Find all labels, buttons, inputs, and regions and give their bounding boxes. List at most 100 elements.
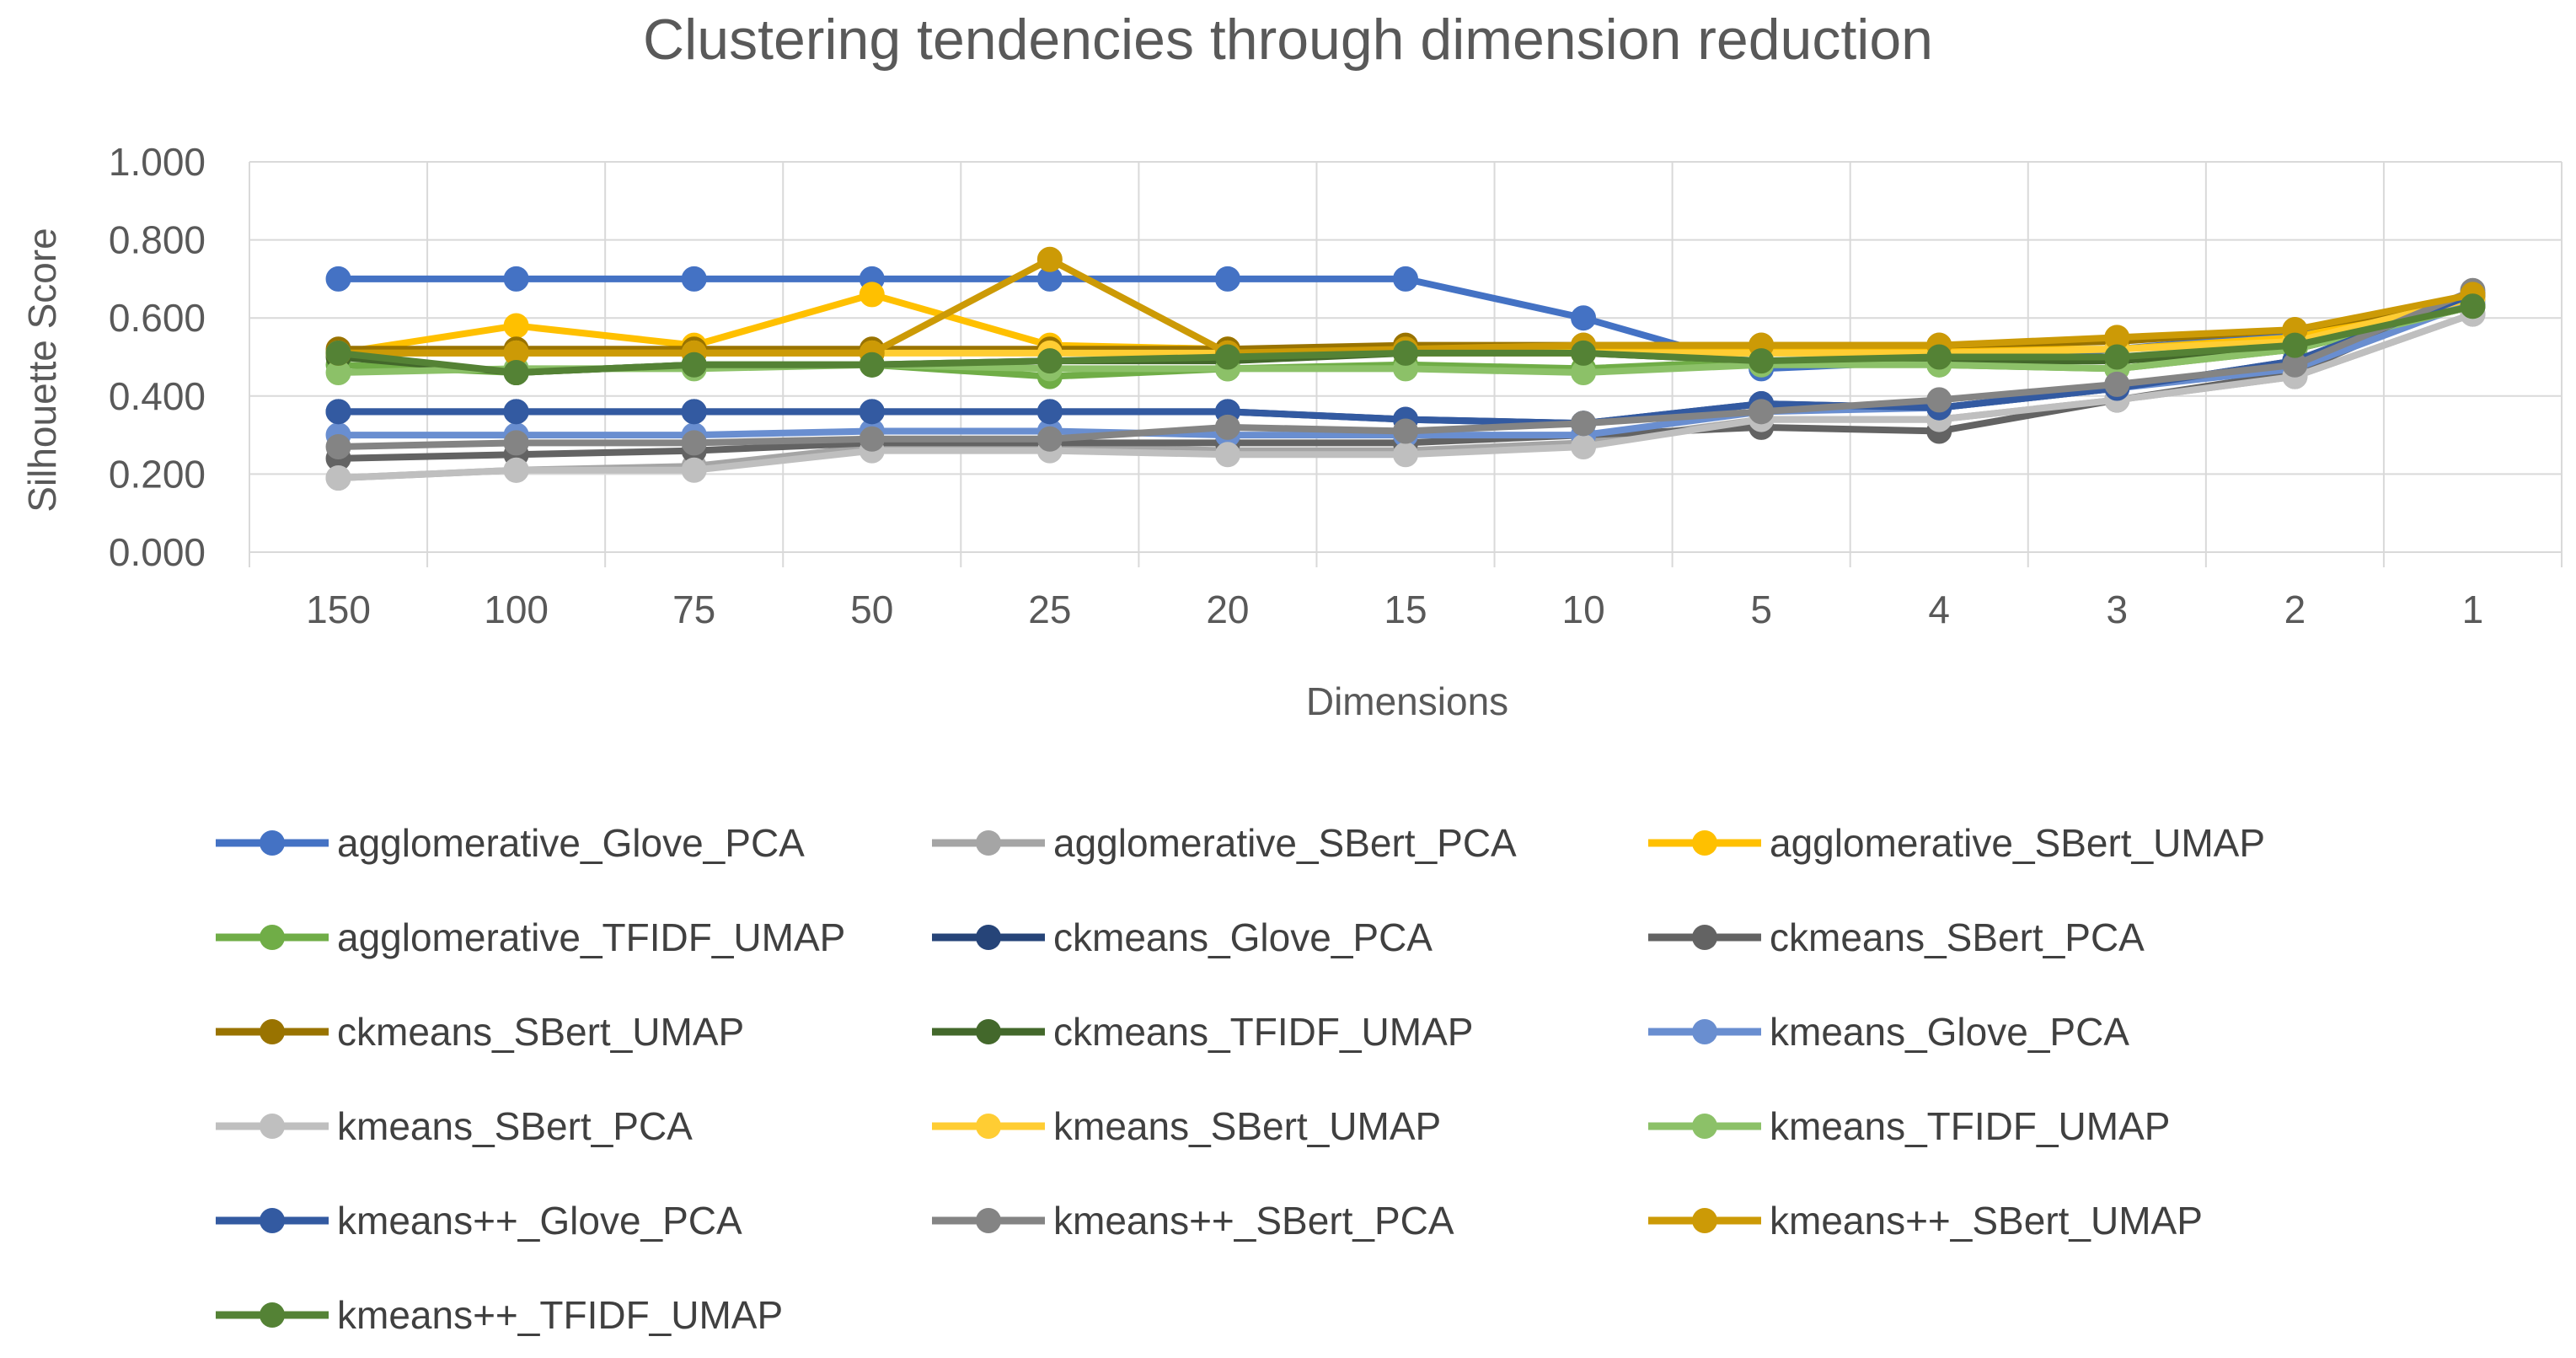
legend-item: agglomerative_SBert_PCA — [927, 818, 1517, 868]
data-point — [2460, 293, 2486, 319]
data-point — [681, 457, 707, 483]
legend-label: agglomerative_SBert_UMAP — [1770, 821, 2266, 865]
data-point — [1571, 305, 1597, 331]
legend-item: ckmeans_SBert_PCA — [1643, 912, 2145, 963]
data-point — [1214, 344, 1240, 370]
legend-item: ckmeans_TFIDF_UMAP — [927, 1006, 1473, 1057]
y-tick-label: 0.800 — [109, 218, 206, 262]
legend-swatch-marker — [260, 830, 285, 856]
legend-swatch-marker — [260, 1208, 285, 1233]
x-tick-label: 20 — [1206, 588, 1249, 631]
data-point — [681, 352, 707, 378]
legend-item: agglomerative_SBert_UMAP — [1643, 818, 2265, 868]
y-axis-title: Silhouette Score — [20, 228, 64, 513]
legend-swatch-marker — [976, 830, 1001, 856]
legend-item: kmeans_SBert_UMAP — [927, 1101, 1441, 1151]
legend-swatch — [216, 1019, 329, 1044]
legend-item: kmeans_TFIDF_UMAP — [1643, 1101, 2170, 1151]
data-point — [1749, 348, 1775, 374]
data-point — [503, 430, 529, 456]
legend-swatch-marker — [976, 925, 1001, 950]
legend-swatch-marker — [260, 1302, 285, 1328]
legend-swatch — [216, 1114, 329, 1139]
legend-swatch — [216, 1208, 329, 1233]
legend-label: agglomerative_TFIDF_UMAP — [337, 915, 846, 959]
data-point — [1749, 399, 1775, 425]
legend-label: ckmeans_SBert_UMAP — [337, 1010, 745, 1054]
x-tick-label: 75 — [672, 588, 715, 631]
y-tick-label: 0.400 — [109, 374, 206, 418]
x-tick-label: 2 — [2284, 588, 2306, 631]
legend-swatch-marker — [1692, 1114, 1717, 1139]
x-tick-label: 1 — [2462, 588, 2484, 631]
data-point — [2282, 332, 2308, 358]
legend-item: ckmeans_SBert_UMAP — [211, 1006, 744, 1057]
legend-swatch — [932, 1019, 1045, 1044]
legend-label: kmeans++_SBert_UMAP — [1770, 1199, 2203, 1243]
data-point — [503, 313, 529, 339]
legend-swatch-marker — [1692, 925, 1717, 950]
data-point — [1393, 442, 1418, 468]
x-tick-label: 15 — [1384, 588, 1427, 631]
legend-item: kmeans++_SBert_UMAP — [1643, 1195, 2203, 1246]
legend-swatch-marker — [260, 925, 285, 950]
data-point — [1393, 418, 1418, 444]
data-point — [325, 465, 351, 491]
legend-item: kmeans++_TFIDF_UMAP — [211, 1290, 783, 1340]
data-point — [859, 352, 885, 378]
legend-label: kmeans++_TFIDF_UMAP — [337, 1293, 784, 1337]
legend-swatch-marker — [1692, 1019, 1717, 1044]
legend-swatch-marker — [260, 1019, 285, 1044]
data-point — [503, 266, 529, 292]
legend-swatch — [1648, 1114, 1761, 1139]
legend-label: kmeans_TFIDF_UMAP — [1770, 1104, 2171, 1148]
data-point — [681, 266, 707, 292]
data-point — [503, 360, 529, 386]
data-point — [2104, 371, 2130, 397]
legend-swatch — [1648, 925, 1761, 950]
x-tick-label: 25 — [1028, 588, 1071, 631]
y-tick-label: 0.000 — [109, 530, 206, 574]
data-point — [859, 426, 885, 452]
legend-label: kmeans_Glove_PCA — [1770, 1010, 2129, 1054]
data-point — [1036, 426, 1063, 452]
legend-item: kmeans++_Glove_PCA — [211, 1195, 742, 1246]
legend-swatch-marker — [1692, 1208, 1717, 1233]
data-point — [859, 282, 885, 308]
legend-swatch — [1648, 830, 1761, 856]
plot-area: 0.000 0.200 0.400 0.600 0.800 1.000 150 100 75 50… — [109, 140, 2563, 631]
data-point — [503, 457, 529, 483]
y-tick-label: 1.000 — [109, 140, 206, 184]
chart-title: Clustering tendencies through dimension … — [643, 8, 1933, 72]
data-point — [325, 433, 351, 459]
legend-swatch-marker — [976, 1114, 1001, 1139]
legend-swatch-marker — [1692, 830, 1717, 856]
legend-swatch-marker — [260, 1114, 285, 1139]
data-point — [1214, 414, 1240, 440]
legend-item: agglomerative_TFIDF_UMAP — [211, 912, 845, 963]
legend-item: kmeans_SBert_PCA — [211, 1101, 693, 1151]
x-axis-title: Dimensions — [1305, 679, 1509, 723]
data-point — [1926, 344, 1952, 370]
data-point — [1036, 399, 1063, 425]
data-point — [1571, 411, 1597, 437]
x-tick-label: 100 — [484, 588, 549, 631]
series — [325, 293, 2486, 386]
data-point — [681, 399, 707, 425]
data-point — [1214, 442, 1240, 468]
data-point — [503, 399, 529, 425]
data-point — [1571, 433, 1597, 459]
data-point — [325, 399, 351, 425]
data-point — [2104, 344, 2130, 370]
legend-label: ckmeans_Glove_PCA — [1053, 915, 1433, 959]
x-tick-label: 150 — [306, 588, 371, 631]
data-point — [1571, 340, 1597, 366]
x-tick-label: 10 — [1561, 588, 1604, 631]
x-tick-label: 5 — [1750, 588, 1772, 631]
legend-swatch — [216, 830, 329, 856]
x-tick-label: 50 — [850, 588, 893, 631]
legend-label: kmeans_SBert_PCA — [337, 1104, 693, 1148]
legend-label: kmeans++_SBert_PCA — [1053, 1199, 1454, 1243]
legend-swatch — [932, 1208, 1045, 1233]
